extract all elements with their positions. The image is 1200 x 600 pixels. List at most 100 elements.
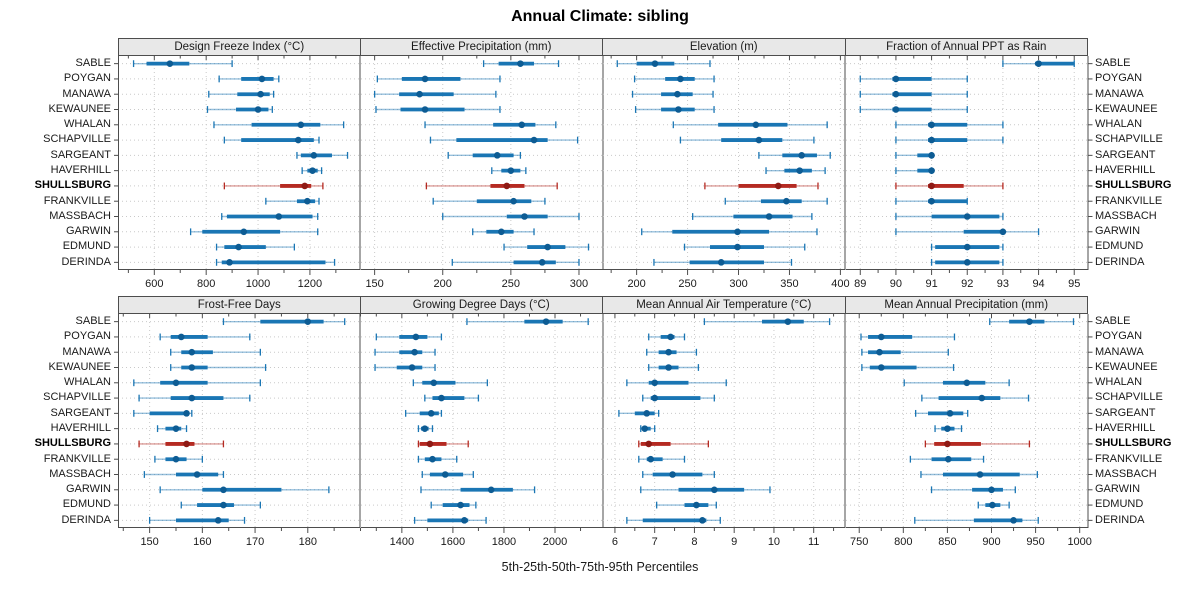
strip-title: Frost-Free Days xyxy=(118,296,361,314)
median-dot xyxy=(437,394,445,402)
percentile-row-edmund xyxy=(683,243,806,251)
site-label-garwin: GARWIN xyxy=(65,483,111,496)
median-dot xyxy=(301,182,309,190)
median-dot xyxy=(963,259,971,266)
site-label-derinda: DERINDA xyxy=(61,255,111,268)
axis-tick-label: 10 xyxy=(768,536,780,548)
site-label-derinda: DERINDA xyxy=(1095,513,1145,526)
axis-tick-label: 250 xyxy=(678,278,696,290)
percentile-row-schapville xyxy=(894,136,1004,144)
percentile-row-garwin xyxy=(159,486,330,494)
site-label-massbach: MASSBACH xyxy=(1095,467,1157,480)
median-dot xyxy=(987,486,995,494)
percentile-row-haverhill xyxy=(417,425,433,433)
percentile-row-whalan xyxy=(672,121,828,129)
percentile-row-shullsburg xyxy=(138,440,225,448)
percentile-row-poygan xyxy=(218,75,280,83)
percentile-row-garwin xyxy=(641,228,818,236)
percentile-row-derinda xyxy=(626,516,721,524)
site-label-frankville: FRANKVILLE xyxy=(43,194,111,207)
axis-tick-label: 91 xyxy=(925,278,937,290)
panel-plot xyxy=(360,56,603,270)
median-dot xyxy=(674,90,681,98)
median-dot xyxy=(502,182,510,190)
axis-tick-label: 7 xyxy=(652,536,658,548)
percentile-row-haverhill xyxy=(156,425,188,433)
panel-plot xyxy=(114,56,361,270)
median-dot xyxy=(166,60,174,67)
percentile-row-schapville xyxy=(429,136,578,144)
site-label-sargeant: SARGEANT xyxy=(50,148,111,161)
median-dot xyxy=(717,259,725,266)
median-dot xyxy=(796,167,803,174)
site-label-sable: SABLE xyxy=(1095,57,1131,69)
panel-plot xyxy=(603,56,846,270)
site-label-edmund: EDMUND xyxy=(1095,498,1144,511)
median-dot xyxy=(667,333,674,341)
median-dot xyxy=(220,486,227,494)
x-axis: 89 90 91 92 93 94 95 xyxy=(854,270,1080,290)
percentile-row-edmund xyxy=(430,501,477,509)
site-label-poygan: POYGAN xyxy=(1095,330,1143,343)
median-dot xyxy=(427,410,434,417)
percentile-row-shullsburg xyxy=(894,182,1004,190)
percentile-row-frankville xyxy=(909,455,984,463)
percentile-row-garwin xyxy=(930,486,1016,494)
site-label-haverhill: HAVERHILL xyxy=(50,163,111,176)
median-dot xyxy=(963,213,971,220)
percentile-row-shullsburg xyxy=(223,182,324,190)
median-dot xyxy=(978,394,985,402)
percentile-row-whalan xyxy=(412,379,488,387)
percentile-row-garwin xyxy=(419,486,535,494)
axis-tick-label: 200 xyxy=(433,278,451,290)
percentile-row-derinda xyxy=(215,258,336,266)
percentile-row-haverhill xyxy=(301,167,323,175)
percentile-row-sable xyxy=(482,60,559,68)
site-label-manawa: MANAWA xyxy=(62,345,111,358)
axis-tick-label: 160 xyxy=(193,536,211,548)
axis-tick-label: 180 xyxy=(299,536,317,548)
median-dot xyxy=(946,410,953,417)
median-dot xyxy=(944,455,952,463)
site-label-whalan: WHALAN xyxy=(1095,376,1143,389)
median-dot xyxy=(927,121,935,129)
median-dot xyxy=(665,348,672,356)
median-dot xyxy=(784,318,792,325)
median-dot xyxy=(647,455,655,463)
percentile-row-haverhill xyxy=(490,167,526,175)
percentile-row-sargeant xyxy=(133,409,193,417)
median-dot xyxy=(875,348,883,356)
site-label-sargeant: SARGEANT xyxy=(1095,406,1156,419)
site-label-derinda: DERINDA xyxy=(1095,255,1145,268)
median-dot xyxy=(415,90,423,98)
axis-tick-label: 200 xyxy=(627,278,645,290)
percentile-row-shullsburg xyxy=(924,440,1030,448)
strip-title: Design Freeze Index (°C) xyxy=(118,38,361,56)
axis-tick-label: 95 xyxy=(1068,278,1080,290)
axis-tick-label: 1800 xyxy=(491,536,515,548)
percentile-row-sable xyxy=(222,318,346,326)
site-label-schapville: SCHAPVILLE xyxy=(43,391,111,404)
median-dot xyxy=(421,75,428,83)
median-dot xyxy=(172,379,180,387)
percentile-row-poygan xyxy=(859,333,955,341)
percentile-row-whalan xyxy=(423,121,556,129)
site-label-schapville: SCHAPVILLE xyxy=(1095,391,1163,404)
median-dot xyxy=(493,152,501,159)
site-label-frankville: FRANKVILLE xyxy=(43,452,111,465)
median-dot xyxy=(999,228,1006,236)
median-dot xyxy=(988,501,996,509)
median-dot xyxy=(421,425,428,432)
percentile-row-poygan xyxy=(633,75,715,83)
percentile-row-sable xyxy=(616,60,711,68)
percentile-row-poygan xyxy=(648,333,686,341)
percentile-row-whalan xyxy=(133,379,261,387)
median-dot xyxy=(304,318,312,325)
panel-mean-annual-air-temperature-c: Mean Annual Air Temperature (°C) 6 7 8 9 10 11 xyxy=(603,296,846,554)
site-labels-left-bottom: SABLE POYGAN MANAWA KEWAUNEE WHALAN SCHAPVILL… xyxy=(0,296,118,554)
median-dot xyxy=(963,379,970,387)
site-label-kewaunee: KEWAUNEE xyxy=(48,360,111,373)
site-label-poygan: POYGAN xyxy=(1095,72,1143,85)
percentile-row-derinda xyxy=(653,258,793,266)
median-dot xyxy=(927,197,935,205)
